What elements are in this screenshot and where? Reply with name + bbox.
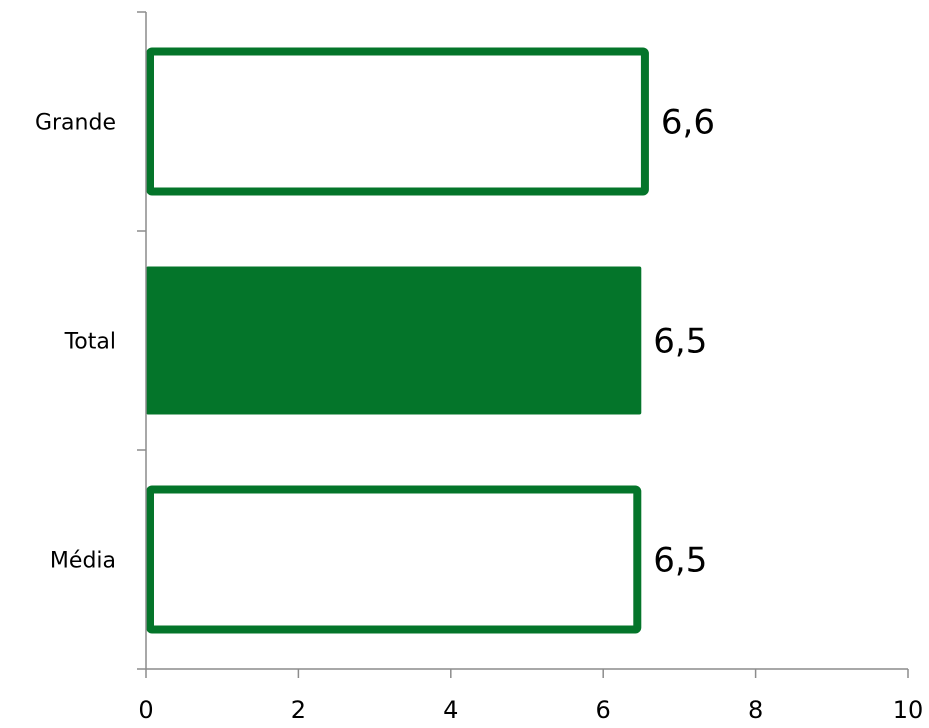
x-tick-label: 0	[138, 696, 153, 724]
bar-media	[146, 485, 642, 634]
x-tick-label: 10	[893, 696, 924, 724]
axes	[145, 12, 908, 670]
x-tick-label: 4	[443, 696, 458, 724]
data-label: 6,5	[653, 541, 707, 581]
category-label: Grande	[35, 111, 116, 136]
bar-grande	[146, 47, 649, 196]
axis-ticks	[137, 11, 909, 678]
x-tick-label: 8	[748, 696, 763, 724]
category-label: Total	[64, 330, 116, 355]
chart-labels: 0 2 4 6 8 10 Grande 6,6 Total 6,5 Média 6,5	[35, 103, 923, 725]
bar-total	[146, 266, 642, 415]
data-label: 6,5	[653, 322, 707, 362]
data-label: 6,6	[661, 103, 715, 143]
bars-layer	[146, 47, 649, 634]
category-label: Média	[50, 549, 116, 574]
x-tick-label: 2	[291, 696, 306, 724]
x-tick-label: 6	[596, 696, 611, 724]
